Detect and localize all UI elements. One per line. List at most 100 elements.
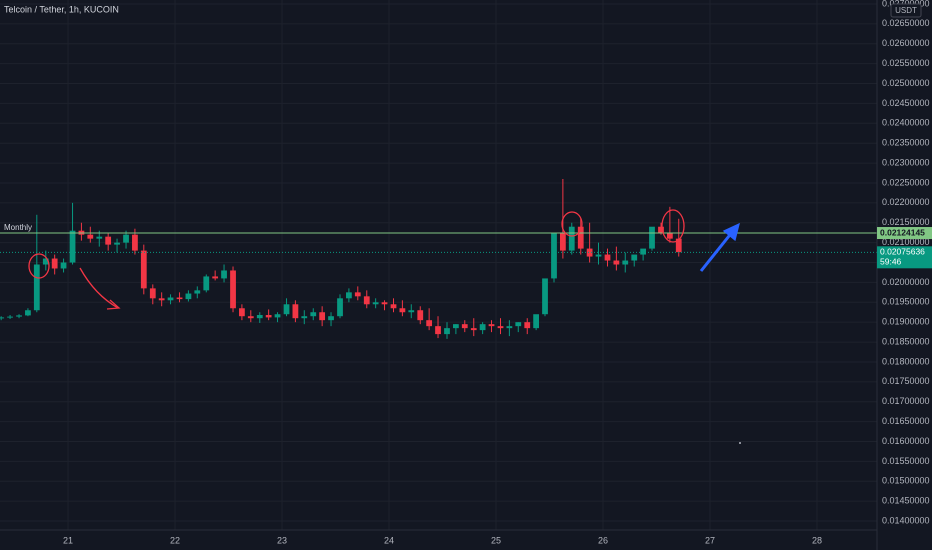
candle-body xyxy=(586,248,593,257)
candle-body xyxy=(408,310,415,313)
candle-body xyxy=(16,315,22,317)
y-tick-label: 0.02450000 xyxy=(882,98,930,108)
candle-body xyxy=(239,308,245,317)
y-tick-label: 0.02100000 xyxy=(882,237,930,247)
x-tick-label: 24 xyxy=(384,535,394,545)
x-tick-label: 26 xyxy=(598,535,608,545)
candle-body xyxy=(524,322,531,329)
y-tick-label: 0.02600000 xyxy=(882,38,930,48)
price-line-box xyxy=(877,227,932,240)
x-tick-label: 21 xyxy=(63,535,73,545)
chart-title: Telcoin / Tether, 1h, KUCOIN xyxy=(4,4,119,14)
candle-body xyxy=(497,326,504,329)
price-line-label: Monthly xyxy=(4,223,32,232)
y-tick-label: 0.01850000 xyxy=(882,336,930,346)
y-tick-label: 0.02400000 xyxy=(882,118,930,128)
candle-body xyxy=(42,258,49,265)
y-tick-label: 0.01400000 xyxy=(882,515,930,525)
candle-body xyxy=(551,232,557,279)
y-tick-label: 0.02000000 xyxy=(882,277,930,287)
candle-body xyxy=(426,320,433,327)
candle-body xyxy=(533,314,540,329)
candle-body xyxy=(506,326,513,329)
candle-body xyxy=(658,226,664,233)
x-tick-label: 23 xyxy=(277,535,287,545)
y-tick-label: 0.01550000 xyxy=(882,456,930,466)
unit-box xyxy=(890,3,922,18)
y-tick-label: 0.02500000 xyxy=(882,78,930,88)
candle-body xyxy=(452,324,459,329)
candle-body xyxy=(301,316,308,319)
candle-body xyxy=(381,302,388,305)
candle-body xyxy=(595,254,602,257)
candle-body xyxy=(167,297,174,301)
y-tick-label: 0.01650000 xyxy=(882,416,930,426)
arrow-head xyxy=(106,299,121,310)
unit-label: USDT xyxy=(895,6,917,15)
circle-annotation xyxy=(561,211,583,237)
candle-body xyxy=(649,226,655,249)
y-tick-label: 0.02550000 xyxy=(882,58,930,68)
candle-body xyxy=(247,316,254,319)
x-tick-label: 28 xyxy=(812,535,822,545)
candle-body xyxy=(158,298,165,301)
candle-body xyxy=(33,264,40,311)
dot xyxy=(739,442,741,444)
candle-body xyxy=(0,317,5,319)
candle-body xyxy=(123,234,129,243)
candle-body xyxy=(328,316,334,321)
y-tick-label: 0.02200000 xyxy=(882,197,930,207)
y-tick-label: 0.02650000 xyxy=(882,18,930,28)
y-tick-label: 0.02250000 xyxy=(882,177,930,187)
y-tick-label: 0.01800000 xyxy=(882,356,930,366)
circle-annotation xyxy=(28,253,50,279)
y-tick-label: 0.01600000 xyxy=(882,436,930,446)
x-tick-label: 25 xyxy=(491,535,501,545)
grid xyxy=(0,0,877,530)
y-tick-label: 0.02350000 xyxy=(882,138,930,148)
candle-body xyxy=(114,242,120,245)
candle-body xyxy=(435,326,441,335)
candle-body xyxy=(132,234,138,251)
candle-body xyxy=(194,290,201,294)
x-tick-label: 22 xyxy=(170,535,180,545)
x-tick-label: 27 xyxy=(705,535,715,545)
candle-body xyxy=(105,236,112,245)
circle-annotation xyxy=(661,209,685,243)
candle-body xyxy=(51,258,58,269)
candle-body xyxy=(604,254,611,261)
candle-body xyxy=(461,324,468,329)
last-price-box xyxy=(877,246,932,269)
candle-body xyxy=(346,292,352,299)
arrow-annotation xyxy=(699,230,735,272)
candle-body xyxy=(230,270,236,309)
y-tick-label: 0.01700000 xyxy=(882,396,930,406)
candle-body xyxy=(7,316,13,318)
y-tick-label: 0.02300000 xyxy=(882,157,930,167)
candle-body xyxy=(319,312,326,321)
annotations xyxy=(28,209,741,444)
countdown: 59:46 xyxy=(880,257,902,267)
y-tick-label: 0.01500000 xyxy=(882,476,930,486)
candle-body xyxy=(399,308,406,313)
y-tick-label: 0.01950000 xyxy=(882,297,930,307)
candle-body xyxy=(185,293,192,300)
candle-body xyxy=(640,248,647,255)
candle-body xyxy=(60,262,67,269)
candle-body xyxy=(515,322,522,327)
candle-body xyxy=(265,315,272,318)
candle-body xyxy=(568,226,575,251)
candle-body xyxy=(176,297,183,300)
candle-body xyxy=(274,314,281,318)
candle-body xyxy=(470,328,477,331)
price-line-value: 0.02124145 xyxy=(880,227,925,237)
arrow-annotation xyxy=(79,267,119,309)
candle-body xyxy=(479,324,486,331)
candle-body xyxy=(488,324,495,327)
candle-body xyxy=(221,270,227,279)
candle-body xyxy=(577,226,584,249)
candle-body xyxy=(631,254,638,261)
candle-body xyxy=(292,304,299,319)
